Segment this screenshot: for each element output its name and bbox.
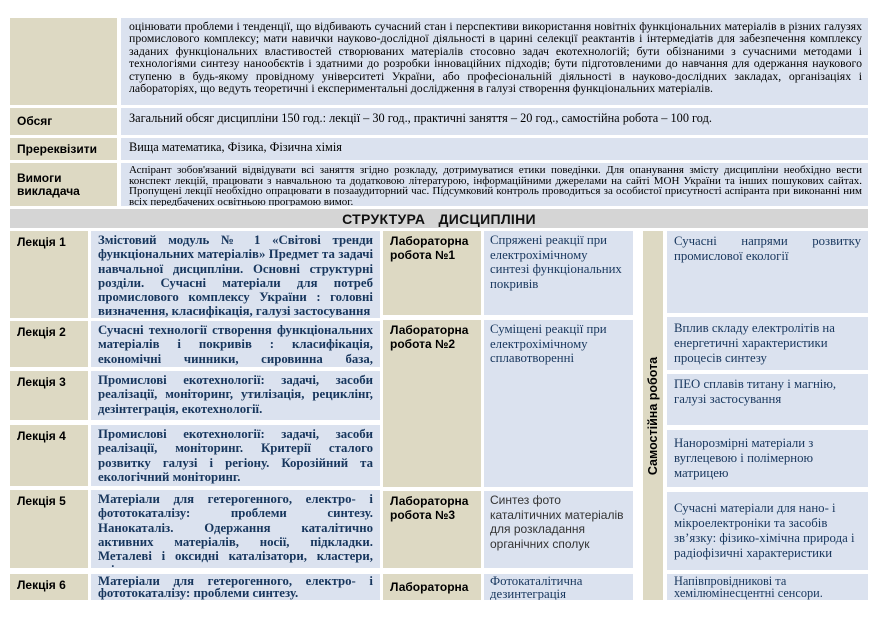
lab-2-description: Суміщені реакції при електрохімічному сп… [484, 320, 633, 487]
lecture-5-label: Лекція 5 [10, 490, 88, 568]
lecture-1-label: Лекція 1 [10, 231, 88, 318]
lecture-1-description: Змістовий модуль № 1 «Світові тренди фун… [91, 231, 380, 318]
teacher-requirements-value-cell: Аспірант зобов'язаний відвідувати всі за… [121, 163, 868, 206]
lab-3-label: Лабораторна робота №3 [383, 491, 481, 568]
volume-value-cell: Загальний обсяг дисципліни 150 год.: лек… [121, 108, 868, 135]
prerequisites-row-label: Пререквізити [10, 138, 117, 160]
volume-row-label: Обсяг [10, 108, 117, 135]
lab-1-description: Спряжені реакції при електрохімічному си… [484, 231, 633, 315]
self-study-topic-3: ПЕО сплавів титану і магнію, галузі заст… [667, 374, 868, 425]
competencies-row-label-empty [10, 18, 117, 105]
lab-2-label: Лабораторна робота №2 [383, 320, 481, 487]
lab-4-description: Фотокаталітична дезинтеграція [484, 574, 633, 600]
self-study-topic-2: Вплив складу електролітів на енергетичні… [667, 317, 868, 370]
lab-4-label: Лабораторна [383, 574, 481, 600]
competencies-text-cell: оцінювати проблеми і тенденції, що відби… [121, 18, 868, 105]
self-study-topic-4: Нанорозмірні матеріали з вуглецевою і по… [667, 430, 868, 487]
self-study-topic-1: Сучасні напрями розвитку промислової еко… [667, 231, 868, 313]
self-study-topic-5: Сучасні матеріали для нано- і мікроелект… [667, 492, 868, 570]
section-title: СТРУКТУРА ДИСЦИПЛІНИ [10, 209, 868, 228]
teacher-requirements-row-label: Вимоги викладача [10, 163, 117, 206]
self-study-topic-6: Напівпровідникові та хемілюмінесцентні с… [667, 574, 868, 600]
lecture-4-description: Промислові екотехнології: задачі, засоби… [91, 425, 380, 486]
lecture-3-description: Промислові екотехнології: задачі, засоби… [91, 371, 380, 420]
lecture-4-label: Лекція 4 [10, 425, 88, 486]
lecture-3-label: Лекція 3 [10, 371, 88, 420]
lab-1-label: Лабораторна робота №1 [383, 231, 481, 315]
lecture-6-description: Матеріали для гетерогенного, електро- і … [91, 574, 380, 600]
lecture-2-label: Лекція 2 [10, 321, 88, 367]
lab-3-description: Синтез фото каталітичних матеріалів для … [484, 491, 633, 568]
self-study-column-label: Самостійна робота [646, 356, 660, 475]
self-study-column: Самостійна робота [643, 231, 663, 600]
lecture-6-label: Лекція 6 [10, 574, 88, 600]
lecture-2-description: Сучасні технології створення функціональ… [91, 321, 380, 367]
lecture-5-description: Матеріали для гетерогенного, електро- і … [91, 490, 380, 568]
prerequisites-value-cell: Вища математика, Фізика, Фізична хімія [121, 138, 868, 160]
